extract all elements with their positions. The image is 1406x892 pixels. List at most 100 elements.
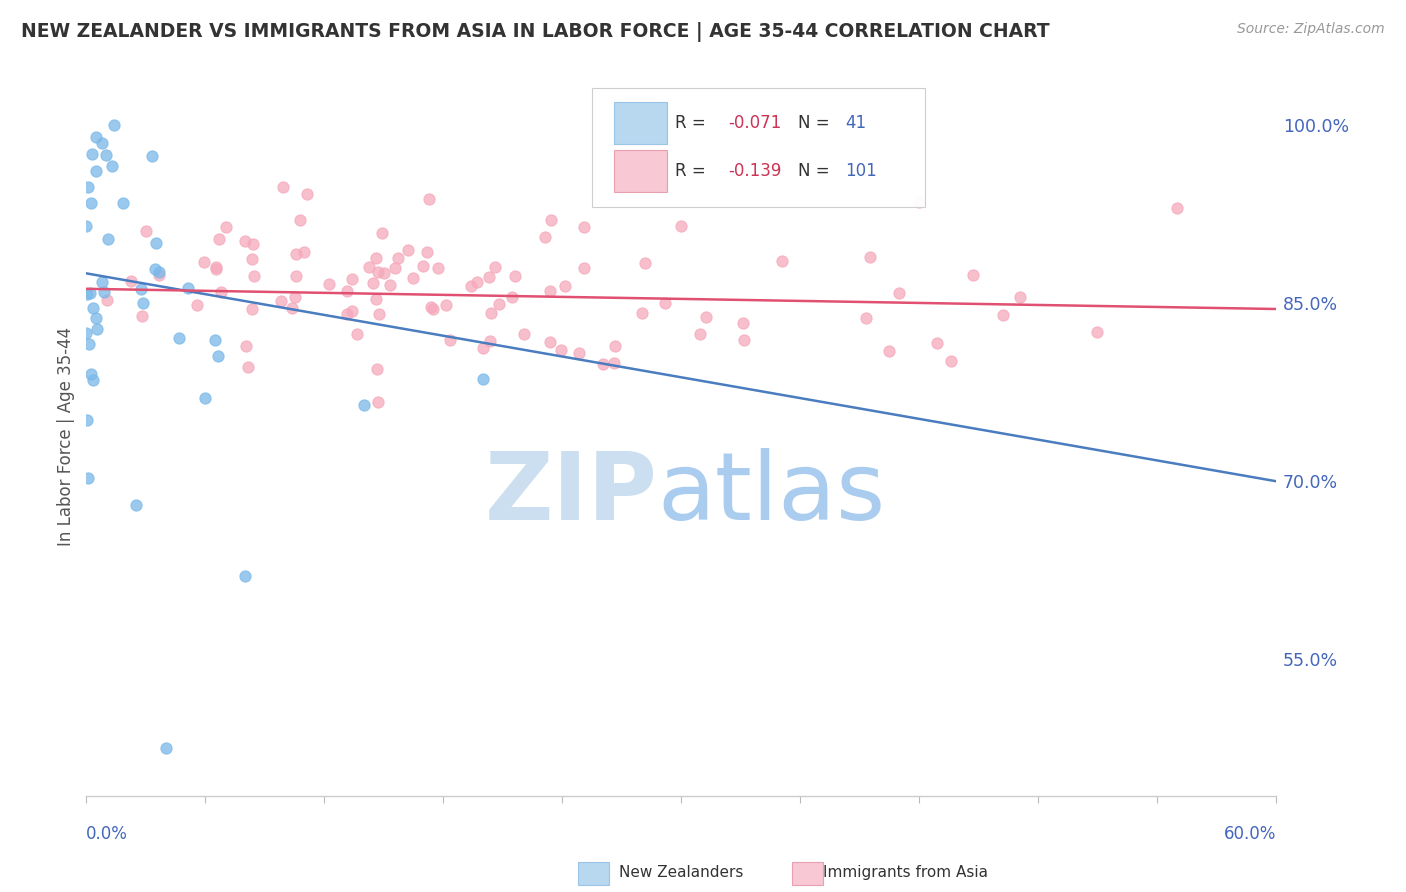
- Point: [141, 149, 163, 163]
- Point: [242, 301, 264, 316]
- Point: [285, 247, 308, 261]
- Text: -0.139: -0.139: [728, 161, 782, 180]
- Point: [145, 236, 167, 251]
- Point: [93, 285, 115, 299]
- Point: [471, 372, 494, 386]
- Point: [169, 331, 191, 345]
- Point: [148, 265, 170, 279]
- Point: [236, 359, 259, 374]
- Point: [654, 296, 676, 310]
- Point: [215, 220, 238, 235]
- Point: [877, 343, 900, 358]
- Text: 0.0%: 0.0%: [86, 824, 128, 843]
- Point: [367, 395, 389, 409]
- Text: atlas: atlas: [657, 448, 886, 541]
- Point: [340, 272, 363, 286]
- Point: [242, 237, 264, 252]
- Point: [631, 306, 654, 320]
- Point: [554, 278, 576, 293]
- Point: [770, 254, 793, 268]
- Point: [103, 118, 125, 132]
- Point: [927, 335, 949, 350]
- Point: [534, 230, 557, 244]
- Point: [538, 284, 561, 298]
- Point: [143, 262, 166, 277]
- Point: [513, 326, 536, 341]
- Point: [488, 296, 510, 310]
- Point: [908, 195, 931, 210]
- Point: [101, 160, 124, 174]
- Point: [340, 303, 363, 318]
- Text: R =: R =: [675, 161, 711, 180]
- Point: [366, 292, 388, 306]
- Point: [991, 308, 1014, 322]
- Point: [479, 334, 502, 348]
- FancyBboxPatch shape: [592, 88, 925, 207]
- Point: [80, 368, 103, 382]
- Text: NEW ZEALANDER VS IMMIGRANTS FROM ASIA IN LABOR FORCE | AGE 35-44 CORRELATION CHA: NEW ZEALANDER VS IMMIGRANTS FROM ASIA IN…: [21, 22, 1050, 42]
- Point: [76, 287, 98, 301]
- Point: [285, 268, 308, 283]
- Point: [370, 226, 392, 240]
- Point: [207, 349, 229, 363]
- Point: [177, 281, 200, 295]
- Text: N =: N =: [797, 161, 835, 180]
- Point: [568, 346, 591, 360]
- Text: 41: 41: [845, 113, 866, 132]
- FancyBboxPatch shape: [614, 150, 666, 192]
- Point: [503, 269, 526, 284]
- Point: [669, 219, 692, 233]
- Point: [96, 293, 118, 307]
- Point: [235, 234, 257, 248]
- Point: [426, 261, 449, 276]
- Point: [292, 244, 315, 259]
- Point: [501, 289, 523, 303]
- Point: [240, 252, 263, 267]
- Point: [271, 180, 294, 194]
- Y-axis label: In Labor Force | Age 35-44: In Labor Force | Age 35-44: [58, 327, 75, 546]
- Point: [695, 310, 717, 324]
- Point: [194, 391, 217, 405]
- Point: [1008, 290, 1031, 304]
- Point: [148, 268, 170, 282]
- Text: -0.071: -0.071: [728, 113, 782, 132]
- Point: [859, 250, 882, 264]
- Point: [402, 271, 425, 285]
- Point: [91, 136, 114, 150]
- Point: [366, 362, 388, 376]
- Point: [205, 260, 228, 274]
- Point: [855, 311, 877, 326]
- Point: [479, 306, 502, 320]
- Point: [76, 413, 98, 427]
- Point: [284, 290, 307, 304]
- Point: [540, 213, 562, 227]
- Point: [112, 196, 135, 211]
- Point: [155, 741, 177, 756]
- Point: [634, 256, 657, 270]
- Point: [538, 334, 561, 349]
- Point: [434, 298, 457, 312]
- Point: [357, 260, 380, 274]
- Point: [592, 357, 614, 371]
- Point: [336, 284, 359, 298]
- Point: [602, 356, 624, 370]
- Point: [75, 326, 97, 340]
- Point: [235, 339, 257, 353]
- Point: [364, 251, 387, 265]
- Point: [75, 219, 97, 233]
- Point: [939, 354, 962, 368]
- Point: [1085, 325, 1108, 339]
- Point: [84, 311, 107, 326]
- Text: R =: R =: [675, 113, 711, 132]
- Point: [603, 338, 626, 352]
- Point: [734, 333, 756, 347]
- Point: [418, 192, 440, 206]
- FancyBboxPatch shape: [614, 102, 666, 144]
- Point: [233, 569, 256, 583]
- Point: [346, 326, 368, 341]
- Point: [290, 213, 312, 227]
- Point: [353, 398, 375, 412]
- Point: [572, 220, 595, 235]
- Point: [731, 316, 754, 330]
- Point: [416, 244, 439, 259]
